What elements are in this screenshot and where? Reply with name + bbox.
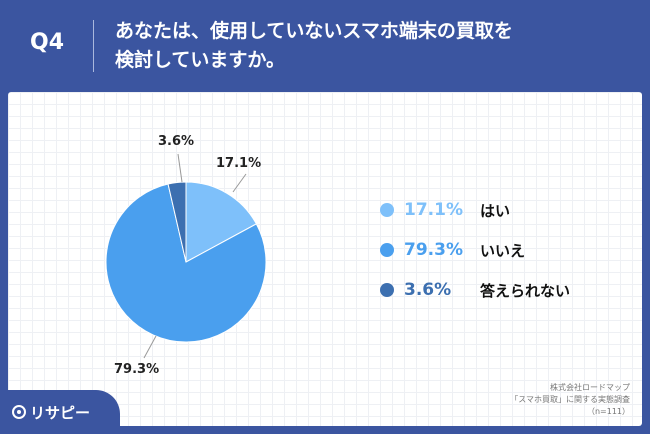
question-line-2: 検討していますか。 — [115, 49, 286, 71]
source-line-2: 「スマホ買取」に関する実態調査 — [510, 395, 630, 404]
legend-item-no: 79.3% いいえ — [380, 230, 570, 270]
chart-card: 17.1% 79.3% 3.6% 17.1% はい 79.3% いいえ 3.6%… — [8, 92, 642, 426]
pie-chart — [105, 153, 267, 359]
legend-value: 17.1% — [404, 200, 463, 220]
legend: 17.1% はい 79.3% いいえ 3.6% 答えられない — [380, 190, 570, 310]
pie-slice-unable — [167, 181, 187, 263]
source-line-3: （n=111） — [586, 407, 630, 416]
pie-slice-yes — [185, 181, 258, 263]
legend-dot-icon — [380, 243, 394, 257]
pie-label-no: 79.3% — [114, 362, 160, 377]
logo-mark-icon — [12, 405, 26, 419]
leader-line-unable — [177, 153, 183, 183]
legend-label: はい — [480, 201, 511, 220]
legend-value: 79.3% — [404, 240, 463, 260]
legend-label: 答えられない — [480, 281, 571, 300]
question-line-1: あなたは、使用していないスマホ端末の買取を — [115, 20, 513, 42]
legend-label: いいえ — [480, 241, 526, 260]
logo-text: リサピー — [30, 403, 91, 422]
question-number: Q4 — [30, 30, 65, 55]
header: Q4 あなたは、使用していないスマホ端末の買取を 検討していますか。 — [0, 0, 650, 92]
source-note: 株式会社ロードマップ 「スマホ買取」に関する実態調査 （n=111） — [510, 382, 630, 418]
legend-item-yes: 17.1% はい — [380, 190, 570, 230]
header-divider — [93, 20, 94, 72]
pie-label-yes: 17.1% — [216, 156, 262, 171]
pie-label-unable: 3.6% — [158, 134, 195, 149]
legend-item-unable: 3.6% 答えられない — [380, 270, 570, 310]
legend-value: 3.6% — [404, 280, 452, 300]
source-line-1: 株式会社ロードマップ — [550, 383, 630, 392]
leader-line-yes — [232, 173, 247, 193]
legend-dot-icon — [380, 203, 394, 217]
question-text: あなたは、使用していないスマホ端末の買取を 検討していますか。 — [115, 17, 635, 75]
legend-dot-icon — [380, 283, 394, 297]
brand-logo: リサピー — [0, 390, 120, 434]
pie-slice-no — [105, 183, 267, 343]
leader-line-no — [143, 335, 157, 359]
